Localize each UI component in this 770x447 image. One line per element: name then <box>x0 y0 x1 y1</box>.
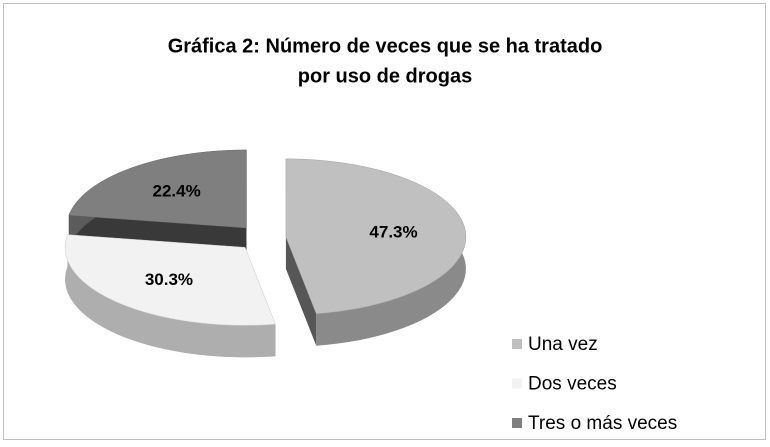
slice-top <box>285 158 467 315</box>
slice-top <box>68 149 247 229</box>
slice <box>285 158 467 346</box>
legend-label: Tres o más veces <box>528 413 677 434</box>
slice <box>64 234 276 358</box>
chart-title: por uso de drogas <box>298 65 472 87</box>
slice-side <box>285 236 317 346</box>
chart-title: Gráfica 2: Número de veces que se ha tra… <box>168 35 603 57</box>
slice-side <box>65 234 276 358</box>
legend-swatch <box>512 378 522 389</box>
legend-swatch <box>512 339 522 349</box>
legend-label: Una vez <box>528 334 598 355</box>
data-label: 22.4% <box>152 182 200 201</box>
legend-label: Dos veces <box>528 374 617 395</box>
legend-swatch <box>512 418 522 428</box>
data-label: 47.3% <box>369 222 417 241</box>
slice-top <box>64 234 276 326</box>
data-label: 30.3% <box>145 270 193 289</box>
